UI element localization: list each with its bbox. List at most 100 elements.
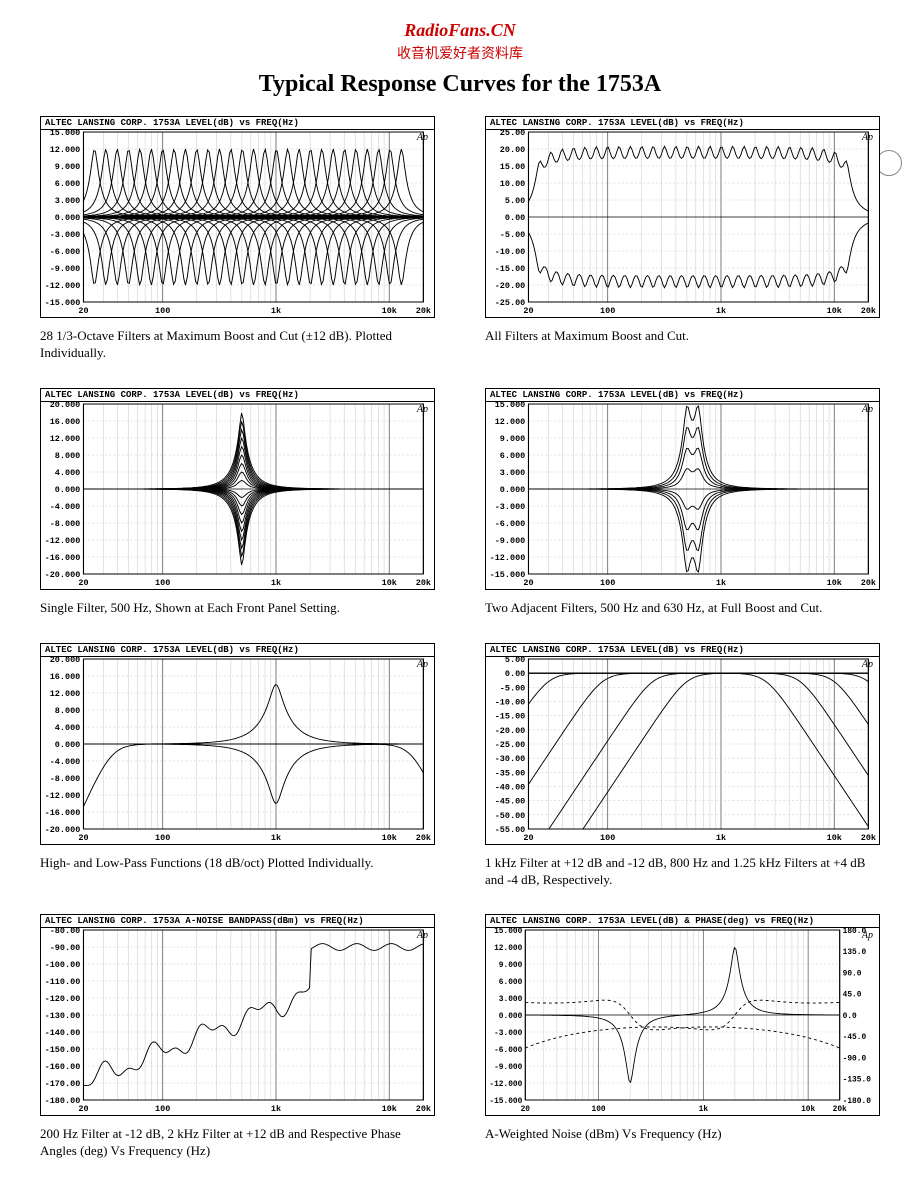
site-name: RadioFans.CN bbox=[40, 20, 880, 41]
svg-text:10k: 10k bbox=[801, 1105, 815, 1114]
svg-text:15.000: 15.000 bbox=[50, 130, 81, 138]
svg-text:4.000: 4.000 bbox=[55, 469, 81, 478]
chart-box: ALTEC LANSING CORP. 1753A LEVEL(dB) vs F… bbox=[40, 388, 435, 590]
svg-text:12.000: 12.000 bbox=[494, 944, 523, 953]
chart-box: ALTEC LANSING CORP. 1753A LEVEL(dB) vs F… bbox=[485, 643, 880, 845]
chart-cell: ALTEC LANSING CORP. 1753A A-NOISE BANDPA… bbox=[40, 914, 435, 1176]
svg-text:100: 100 bbox=[155, 1106, 170, 1115]
svg-text:9.000: 9.000 bbox=[499, 961, 523, 970]
svg-text:-5.00: -5.00 bbox=[500, 231, 526, 240]
svg-text:-140.00: -140.00 bbox=[45, 1030, 81, 1039]
svg-text:1k: 1k bbox=[271, 306, 281, 316]
chart-body: -20.000-16.000-12.000-8.000-4.0000.0004.… bbox=[41, 402, 434, 589]
svg-text:10k: 10k bbox=[382, 833, 397, 843]
chart-header: ALTEC LANSING CORP. 1753A LEVEL(dB) vs F… bbox=[41, 644, 434, 657]
svg-text:-6.000: -6.000 bbox=[50, 248, 81, 257]
svg-text:100: 100 bbox=[155, 307, 170, 316]
svg-text:25.00: 25.00 bbox=[500, 130, 526, 138]
svg-text:-80.00: -80.00 bbox=[50, 928, 81, 936]
svg-text:20: 20 bbox=[523, 307, 533, 316]
svg-text:-45.00: -45.00 bbox=[495, 798, 526, 807]
svg-text:0.000: 0.000 bbox=[500, 486, 526, 495]
chart-caption: Two Adjacent Filters, 500 Hz and 630 Hz,… bbox=[485, 600, 880, 617]
chart-body: -15.000-12.000-9.000-6.000-3.0000.0003.0… bbox=[41, 130, 434, 317]
svg-text:-55.00: -55.00 bbox=[495, 826, 526, 835]
svg-text:20.000: 20.000 bbox=[50, 402, 81, 410]
svg-text:5.00: 5.00 bbox=[505, 197, 525, 206]
chart-header: ALTEC LANSING CORP. 1753A LEVEL(dB) vs F… bbox=[486, 389, 879, 402]
svg-text:20: 20 bbox=[78, 579, 88, 588]
svg-text:-16.000: -16.000 bbox=[45, 809, 81, 818]
ap-watermark: Ap bbox=[862, 930, 873, 941]
chart-cell: ALTEC LANSING CORP. 1753A LEVEL(dB) & PH… bbox=[485, 914, 880, 1176]
svg-text:-20.00: -20.00 bbox=[495, 282, 526, 291]
chart-cell: ALTEC LANSING CORP. 1753A LEVEL(dB) vs F… bbox=[485, 388, 880, 633]
site-subtitle: 收音机爱好者资料库 bbox=[40, 43, 880, 63]
svg-text:-40.00: -40.00 bbox=[495, 783, 526, 792]
ap-watermark: Ap bbox=[862, 132, 873, 143]
svg-text:-15.000: -15.000 bbox=[45, 299, 81, 308]
chart-body: -25.00-20.00-15.00-10.00-5.000.005.0010.… bbox=[486, 130, 879, 317]
svg-text:-12.000: -12.000 bbox=[45, 792, 81, 801]
svg-text:20: 20 bbox=[523, 834, 533, 843]
page-title: Typical Response Curves for the 1753A bbox=[40, 71, 880, 98]
svg-text:-20.000: -20.000 bbox=[45, 826, 81, 835]
svg-text:-6.000: -6.000 bbox=[495, 520, 526, 529]
chart-body: -180.00-170.00-160.00-150.00-140.00-130.… bbox=[41, 928, 434, 1115]
svg-text:-25.00: -25.00 bbox=[495, 741, 526, 750]
svg-text:20: 20 bbox=[523, 579, 533, 588]
svg-text:9.000: 9.000 bbox=[500, 435, 526, 444]
svg-text:12.000: 12.000 bbox=[50, 435, 81, 444]
chart-body: -55.00-50.00-45.00-40.00-35.00-30.00-25.… bbox=[486, 657, 879, 844]
svg-text:-90.00: -90.00 bbox=[50, 945, 81, 954]
svg-text:-25.00: -25.00 bbox=[495, 299, 526, 308]
svg-text:-135.0: -135.0 bbox=[843, 1076, 872, 1085]
svg-text:-9.000: -9.000 bbox=[495, 537, 526, 546]
chart-cell: ALTEC LANSING CORP. 1753A LEVEL(dB) vs F… bbox=[485, 116, 880, 378]
svg-text:10k: 10k bbox=[382, 1105, 397, 1115]
svg-text:-6.000: -6.000 bbox=[494, 1046, 523, 1055]
svg-text:10k: 10k bbox=[827, 578, 842, 588]
svg-text:1k: 1k bbox=[716, 306, 726, 316]
svg-text:8.000: 8.000 bbox=[55, 452, 81, 461]
svg-text:-12.000: -12.000 bbox=[490, 554, 526, 563]
chart-caption: A-Weighted Noise (dBm) Vs Frequency (Hz) bbox=[485, 1126, 880, 1143]
chart-header: ALTEC LANSING CORP. 1753A A-NOISE BANDPA… bbox=[41, 915, 434, 928]
svg-text:20k: 20k bbox=[861, 578, 876, 588]
svg-text:0.000: 0.000 bbox=[499, 1012, 523, 1021]
svg-text:-4.000: -4.000 bbox=[50, 758, 81, 767]
ap-watermark: Ap bbox=[417, 132, 428, 143]
svg-text:15.000: 15.000 bbox=[494, 928, 523, 936]
svg-text:1k: 1k bbox=[271, 1105, 281, 1115]
chart-grid: ALTEC LANSING CORP. 1753A LEVEL(dB) vs F… bbox=[40, 116, 880, 1176]
svg-text:-9.000: -9.000 bbox=[50, 265, 81, 274]
chart-box: ALTEC LANSING CORP. 1753A LEVEL(dB) vs F… bbox=[485, 116, 880, 318]
svg-text:100: 100 bbox=[155, 834, 170, 843]
svg-text:4.000: 4.000 bbox=[55, 724, 81, 733]
svg-text:0.00: 0.00 bbox=[505, 214, 525, 223]
svg-text:16.000: 16.000 bbox=[50, 418, 81, 427]
svg-text:100: 100 bbox=[600, 834, 615, 843]
chart-header: ALTEC LANSING CORP. 1753A LEVEL(dB) vs F… bbox=[41, 117, 434, 130]
svg-text:15.00: 15.00 bbox=[500, 163, 526, 172]
chart-cell: ALTEC LANSING CORP. 1753A LEVEL(dB) vs F… bbox=[40, 116, 435, 378]
chart-body: -15.000-12.000-9.000-6.000-3.0000.0003.0… bbox=[486, 402, 879, 589]
svg-text:-170.00: -170.00 bbox=[45, 1081, 81, 1090]
svg-text:6.000: 6.000 bbox=[55, 180, 81, 189]
svg-text:-110.00: -110.00 bbox=[45, 979, 81, 988]
svg-text:-45.0: -45.0 bbox=[843, 1034, 867, 1043]
svg-text:1k: 1k bbox=[716, 578, 726, 588]
svg-text:3.000: 3.000 bbox=[55, 197, 81, 206]
svg-text:-8.000: -8.000 bbox=[50, 775, 81, 784]
svg-text:10.00: 10.00 bbox=[500, 180, 526, 189]
svg-text:-180.0: -180.0 bbox=[843, 1097, 872, 1106]
svg-text:-100.00: -100.00 bbox=[45, 962, 81, 971]
ap-watermark: Ap bbox=[417, 930, 428, 941]
ap-watermark: Ap bbox=[862, 659, 873, 670]
svg-text:6.000: 6.000 bbox=[500, 452, 526, 461]
ap-watermark: Ap bbox=[862, 404, 873, 415]
svg-text:20: 20 bbox=[78, 307, 88, 316]
svg-text:20k: 20k bbox=[416, 306, 431, 316]
svg-text:0.000: 0.000 bbox=[55, 214, 81, 223]
svg-text:20k: 20k bbox=[861, 833, 876, 843]
